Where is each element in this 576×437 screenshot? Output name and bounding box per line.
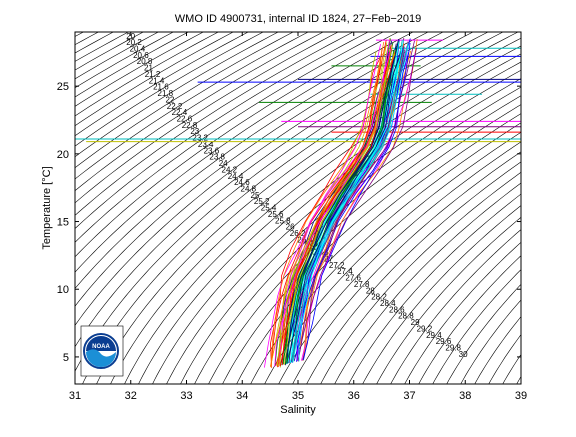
y-tick-label: 10 bbox=[57, 284, 69, 296]
y-axis-label: Temperature [°C] bbox=[41, 166, 53, 249]
x-tick-label: 34 bbox=[236, 390, 248, 402]
x-tick-label: 35 bbox=[292, 390, 304, 402]
y-tick-label: 20 bbox=[57, 149, 69, 161]
x-tick-label: 39 bbox=[515, 390, 527, 402]
x-tick-label: 32 bbox=[125, 390, 137, 402]
x-tick-label: 37 bbox=[403, 390, 415, 402]
noaa-logo: NOAA bbox=[81, 326, 123, 376]
y-tick-label: 15 bbox=[57, 217, 69, 229]
chart-title: WMO ID 4900731, internal ID 1824, 27−Feb… bbox=[175, 13, 421, 25]
y-tick-label: 25 bbox=[57, 81, 69, 93]
y-tick-label: 5 bbox=[63, 352, 69, 364]
x-tick-label: 31 bbox=[69, 390, 81, 402]
x-tick-label: 36 bbox=[348, 390, 360, 402]
x-tick-label: 38 bbox=[459, 390, 471, 402]
x-tick-label: 33 bbox=[180, 390, 192, 402]
x-axis-label: Salinity bbox=[280, 404, 316, 416]
logo-text: NOAA bbox=[92, 344, 110, 350]
contour-label: 30 bbox=[459, 350, 468, 359]
